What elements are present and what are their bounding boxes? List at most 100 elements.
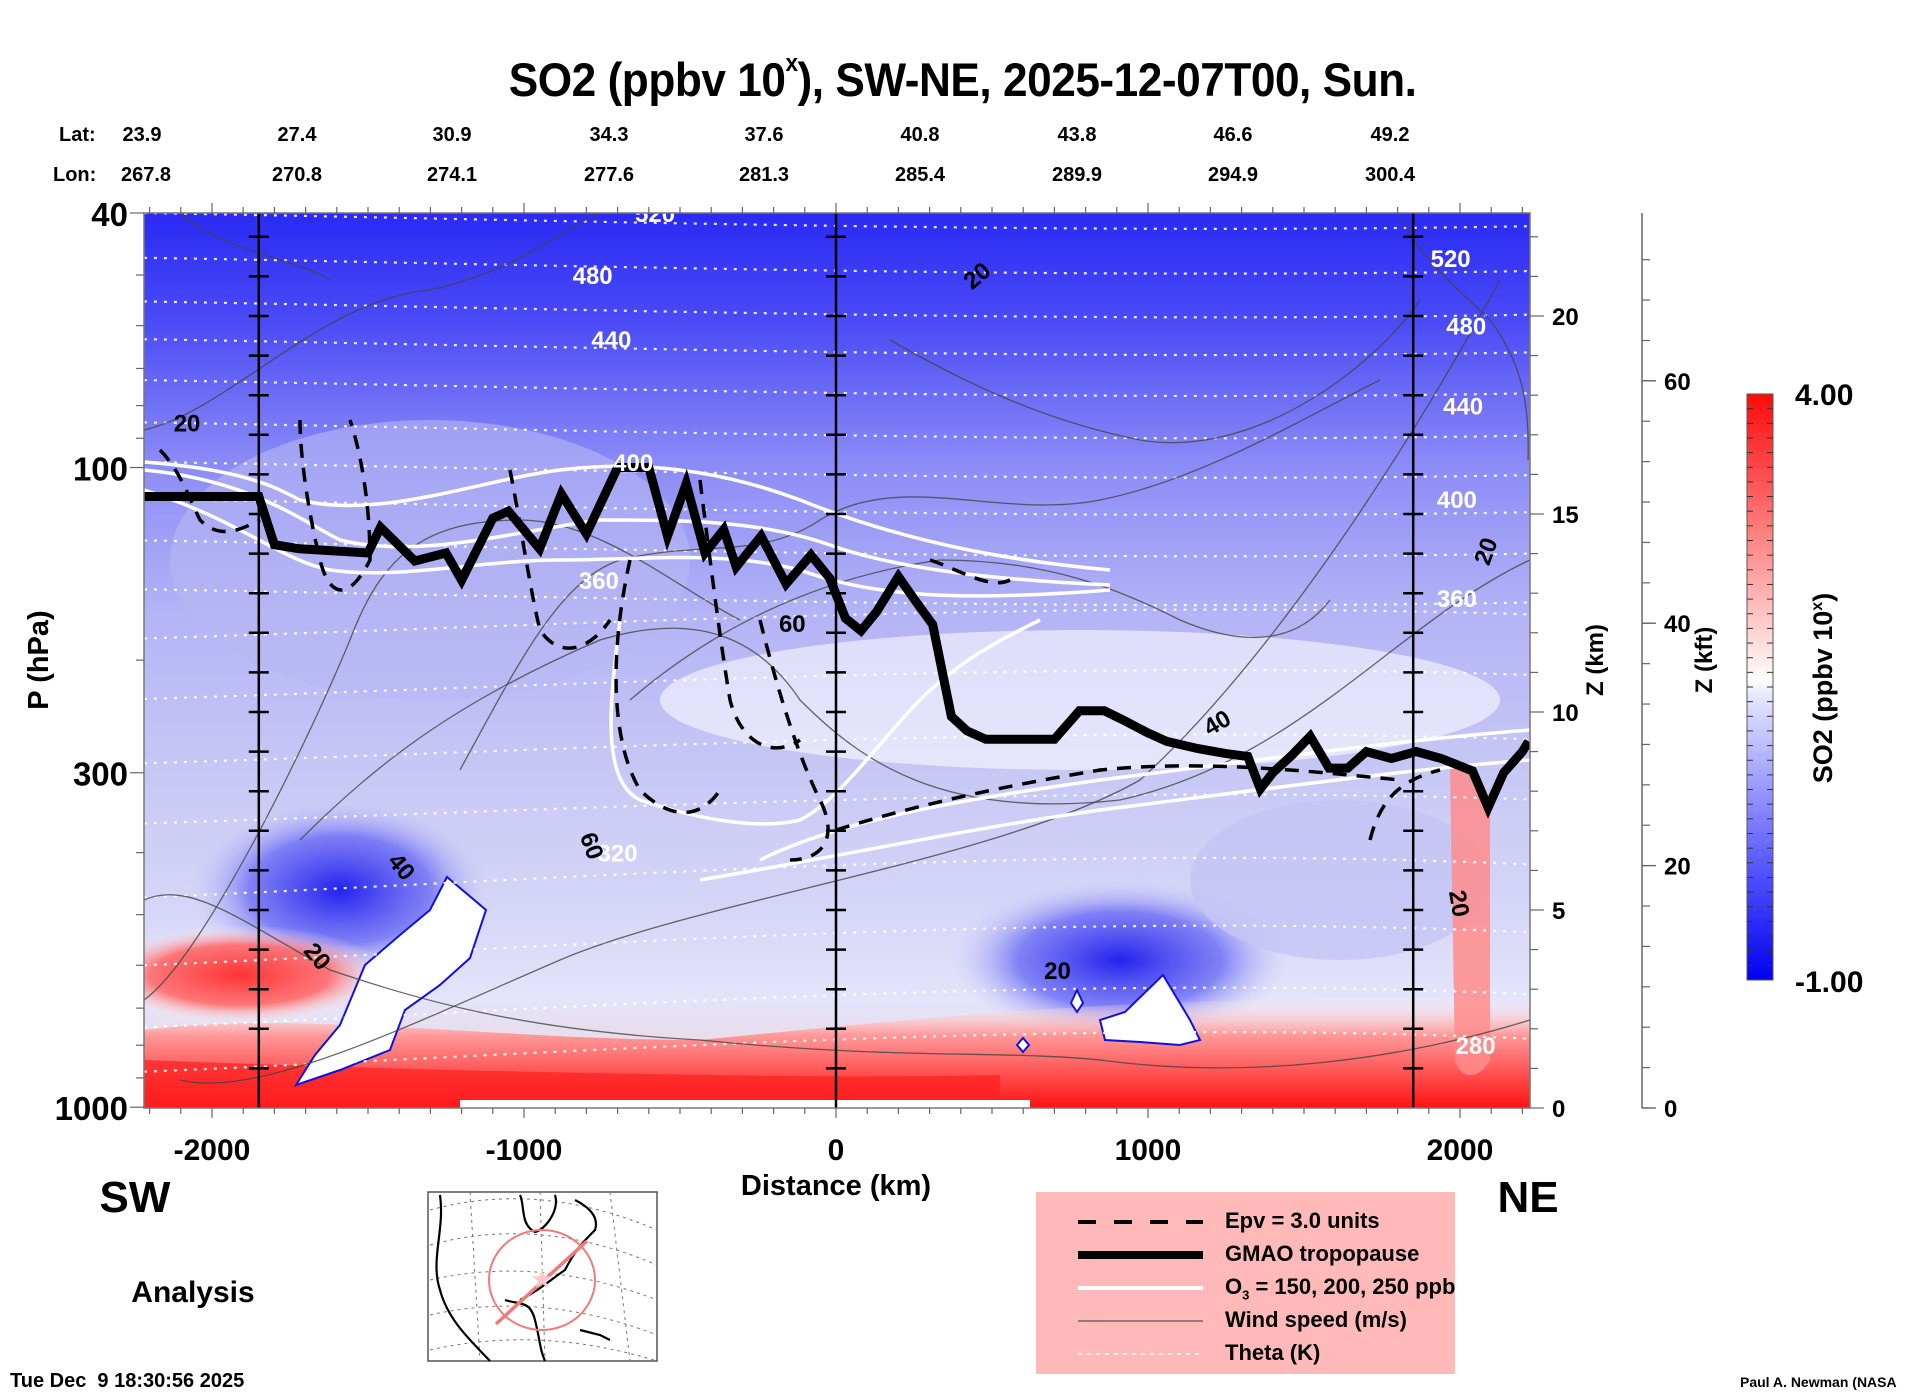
zkft-tick-label: 20	[1664, 854, 1691, 881]
lon-value: 270.8	[271, 164, 323, 186]
lat-value: 40.8	[900, 124, 940, 146]
theta-line	[144, 924, 1530, 967]
tropopause-line	[144, 463, 1530, 819]
wind-contour	[144, 213, 601, 431]
theta-line	[144, 338, 1530, 357]
so2-low-blob-center	[950, 880, 1290, 1040]
so2-red-blob-sw	[144, 925, 390, 1025]
theta-label: 440	[591, 327, 631, 354]
legend-item-tropopause: GMAO tropopause	[1036, 1239, 1455, 1271]
theta-label: 400	[1437, 487, 1477, 514]
colorbar: 4.00 -1.00 SO2 (ppbv 10x)	[1746, 379, 1863, 999]
theta-label: 280	[1456, 1033, 1496, 1060]
direction-ne: NE	[1497, 1173, 1558, 1222]
theta-line	[144, 608, 1530, 640]
theta-line	[144, 856, 1530, 899]
zkft-tick-label: 0	[1664, 1096, 1677, 1123]
y-tick-label: 1000	[55, 1090, 128, 1127]
map-range-circle	[488, 1229, 596, 1331]
theta-label: 400	[613, 450, 653, 477]
so2-surface-red	[144, 1060, 1000, 1108]
x-tick-label: -2000	[174, 1134, 251, 1167]
y-tick-label: 40	[91, 196, 128, 233]
wind-label: 20	[1443, 888, 1474, 919]
wind-contour	[629, 559, 1331, 701]
legend-swatch-dashed	[1078, 1220, 1203, 1224]
colorbar-max-label: 4.00	[1795, 379, 1853, 412]
theta-line	[144, 986, 1530, 1029]
epv-contour	[929, 558, 1011, 585]
lon-value: 274.1	[426, 164, 478, 186]
y-axis-z-km: 0 5 10 15 20 Z (km)	[1530, 236, 1609, 1123]
lat-label: Lat:	[59, 124, 96, 146]
theta-line	[144, 497, 1530, 516]
epv-contours	[158, 419, 1441, 862]
zkm-tick-label: 0	[1552, 1096, 1565, 1123]
theta-line	[144, 460, 1530, 479]
theta-line	[144, 300, 1530, 319]
lon-value: 277.6	[583, 164, 635, 186]
ozone-contour	[609, 618, 1041, 826]
y-axis-title: P (hPa)	[23, 610, 55, 709]
zkm-axis-title: Z (km)	[1582, 624, 1609, 696]
theta-label: 480	[1446, 314, 1486, 341]
theta-label: 480	[573, 263, 613, 290]
map-transect-line	[494, 1239, 589, 1326]
zkft-axis-title: Z (kft)	[1691, 627, 1718, 694]
theta-label: 440	[1443, 394, 1483, 421]
ozone-contour	[144, 488, 1111, 598]
missing-data-region	[1069, 987, 1085, 1014]
lon-value: 285.4	[894, 164, 946, 186]
x-axis: -2000 -1000 0 1000 2000 Distance (km)	[149, 203, 1524, 1202]
zkft-tick-label: 40	[1664, 611, 1691, 638]
chart-title: SO2 (ppbv 10x), SW-NE, 2025-12-07T00, Su…	[508, 50, 1417, 106]
legend-item-epv: Epv = 3.0 units	[1036, 1206, 1455, 1238]
wind-contour	[1399, 214, 1529, 461]
theta-label: 360	[1437, 586, 1477, 613]
y-tick-label: 100	[73, 451, 128, 488]
so2-white-band	[660, 630, 1500, 770]
epv-contour	[835, 764, 1401, 832]
y-axis-pressure: 40 100 300 1000 P (hPa)	[23, 196, 144, 1127]
lat-value: 46.6	[1213, 124, 1253, 146]
wind-label: 20	[174, 410, 201, 437]
lon-value: 267.8	[120, 164, 172, 186]
theta-line	[144, 733, 1530, 765]
x-tick-label: 0	[828, 1134, 845, 1167]
theta-line	[144, 669, 1530, 701]
missing-data-region	[1015, 1036, 1031, 1054]
map-graticule	[429, 1191, 658, 1362]
theta-line	[144, 539, 1530, 558]
surface-missing-strip	[460, 1100, 1030, 1108]
x-tick-label: -1000	[486, 1134, 563, 1167]
lon-value: 300.4	[1364, 164, 1416, 186]
theta-label: 320	[598, 841, 638, 868]
analysis-label: Analysis	[131, 1276, 254, 1309]
theta-line	[144, 256, 1530, 275]
zkm-tick-label: 5	[1552, 898, 1565, 925]
reference-lines	[248, 213, 1424, 1108]
legend-label: Theta (K)	[1225, 1340, 1321, 1365]
map-center-star-icon: ★	[530, 1264, 553, 1294]
legend: Epv = 3.0 units GMAO tropopause O3 = 150…	[1036, 1192, 1455, 1374]
wind-label: 60	[779, 611, 806, 638]
legend-item-wind: Wind speed (m/s)	[1036, 1305, 1455, 1337]
theta-label: 520	[1431, 246, 1471, 273]
colorbar-ticks	[1747, 408, 1773, 966]
y-tick-label: 300	[73, 756, 128, 793]
lon-value: 281.3	[738, 164, 790, 186]
theta-line	[144, 213, 1530, 230]
lat-value: 43.8	[1057, 124, 1097, 146]
lat-value: 34.3	[589, 124, 629, 146]
lat-value: 27.4	[277, 124, 317, 146]
epv-contour	[298, 419, 372, 592]
lon-value: 289.9	[1051, 164, 1103, 186]
lat-value: 23.9	[122, 124, 162, 146]
zkm-tick-label: 15	[1552, 502, 1579, 529]
lat-value: 49.2	[1370, 124, 1410, 146]
theta-line	[144, 793, 1530, 825]
colorbar-title: SO2 (ppbv 10x)	[1808, 593, 1838, 783]
theta-line	[144, 379, 1530, 398]
lon-label: Lon:	[53, 164, 97, 186]
zkm-tick-label: 20	[1552, 304, 1579, 331]
